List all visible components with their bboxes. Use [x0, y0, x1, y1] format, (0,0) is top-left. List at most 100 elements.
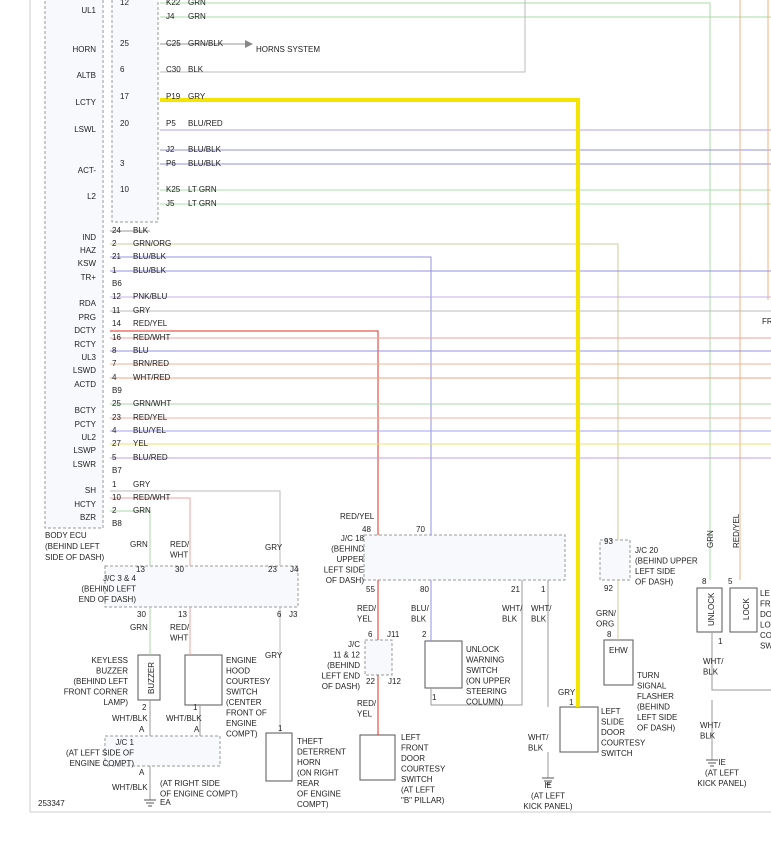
- wire: [711, 632, 771, 691]
- label: J/C: [348, 640, 360, 649]
- label: LEFT: [401, 733, 421, 742]
- label: RED/YEL: [133, 319, 168, 328]
- label: ENGINE COMPT): [70, 759, 135, 768]
- label: BLU/BLK: [188, 145, 222, 154]
- label: UL1: [81, 6, 96, 15]
- label: LOCK: [742, 598, 751, 620]
- label: (ON RIGHT: [297, 769, 339, 778]
- label: PNK/BLU: [133, 292, 167, 301]
- wire: [160, 98, 580, 707]
- label: LAMP): [104, 698, 129, 707]
- label: 21: [511, 585, 520, 594]
- label: LEFT SIDE: [635, 567, 675, 576]
- label: K22: [166, 0, 181, 7]
- label: (CENTER: [226, 698, 262, 707]
- label: (ON UPPER: [466, 677, 511, 686]
- label: 1: [569, 698, 574, 707]
- label: 5: [112, 453, 117, 462]
- label: LSWL: [74, 125, 96, 134]
- label: LSWR: [73, 460, 96, 469]
- unlock-contact: [696, 587, 723, 633]
- label: IE: [718, 758, 726, 767]
- jc-3-4: [104, 565, 299, 608]
- label: TR+: [81, 273, 97, 282]
- label: 25: [120, 39, 129, 48]
- label: (AT RIGHT SIDE: [160, 779, 220, 788]
- label: 6: [368, 630, 373, 639]
- label: "B" PILLAR): [401, 796, 445, 805]
- wire: [110, 243, 619, 540]
- label: J11: [387, 630, 400, 639]
- label: YEL: [357, 710, 373, 719]
- label: LEFT END: [321, 672, 360, 681]
- label: OF DASH): [635, 578, 674, 587]
- label: P6: [166, 159, 176, 168]
- label: 253347: [38, 799, 65, 808]
- label: WHT/RED: [133, 373, 171, 382]
- label: 16: [112, 333, 121, 342]
- label: FLASHER: [637, 692, 674, 701]
- arrow: [245, 40, 253, 48]
- label: (BEHIND UPPER: [635, 557, 698, 566]
- label: BCTY: [75, 406, 97, 415]
- label: A: [139, 725, 145, 734]
- label: GRN/BLK: [188, 39, 224, 48]
- label: 11: [112, 306, 121, 315]
- label: GRN: [188, 12, 206, 21]
- label: RED/: [357, 699, 377, 708]
- label: (AT LEFT: [531, 792, 565, 801]
- label: RED/: [357, 604, 377, 613]
- flasher: [603, 639, 634, 686]
- buzzer: [137, 654, 161, 701]
- label: BLU/BLK: [188, 159, 222, 168]
- wire: [110, 256, 432, 535]
- label: J/C 3 & 4: [103, 574, 136, 583]
- label: HORN: [297, 758, 321, 767]
- label: 1: [718, 637, 723, 646]
- label: LEFT SIDE: [324, 566, 364, 575]
- label: UL2: [81, 433, 96, 442]
- label: (AT LEFT SIDE OF: [66, 749, 134, 758]
- wire: [110, 497, 191, 566]
- label: HCTY: [74, 500, 96, 509]
- label: LSWD: [73, 366, 96, 375]
- label: 20: [120, 119, 129, 128]
- ground: [144, 799, 156, 807]
- label: 22: [366, 677, 375, 686]
- label: (BEHIND: [327, 661, 360, 670]
- label: LSWP: [73, 446, 96, 455]
- label: REAR: [297, 779, 319, 788]
- label: BLK: [502, 615, 518, 624]
- label: 17: [120, 92, 129, 101]
- label: (BEHIND: [331, 545, 364, 554]
- label: BUZZER: [147, 662, 156, 694]
- label: 12: [120, 0, 129, 7]
- label: GRY: [558, 688, 576, 697]
- label: 12: [112, 292, 121, 301]
- label: LE: [760, 589, 770, 598]
- label: YEL: [133, 439, 149, 448]
- label: BODY ECU: [45, 531, 87, 540]
- label: WARNING: [466, 656, 504, 665]
- label: LEFT SIDE: [637, 713, 677, 722]
- label: 11 & 12: [333, 651, 361, 660]
- label: FRONT: [401, 744, 429, 753]
- label: BLK: [188, 65, 204, 74]
- label: BLU/: [411, 604, 430, 613]
- label: GRN/WHT: [133, 399, 171, 408]
- label: SLIDE: [601, 718, 624, 727]
- label: RED/WHT: [133, 333, 170, 342]
- label: 10: [120, 185, 129, 194]
- label: RED/: [170, 623, 190, 632]
- label: 6: [120, 65, 125, 74]
- label: SIGNAL: [637, 682, 667, 691]
- label: WHT/: [703, 657, 724, 666]
- unlock-switch: [424, 640, 463, 689]
- wire: [160, 0, 526, 73]
- wire: [110, 330, 379, 535]
- label: GRN: [188, 0, 206, 7]
- label: KEYLESS: [92, 656, 128, 665]
- label: BLK: [133, 226, 149, 235]
- label: (BEHIND: [637, 703, 670, 712]
- label: 10: [112, 493, 121, 502]
